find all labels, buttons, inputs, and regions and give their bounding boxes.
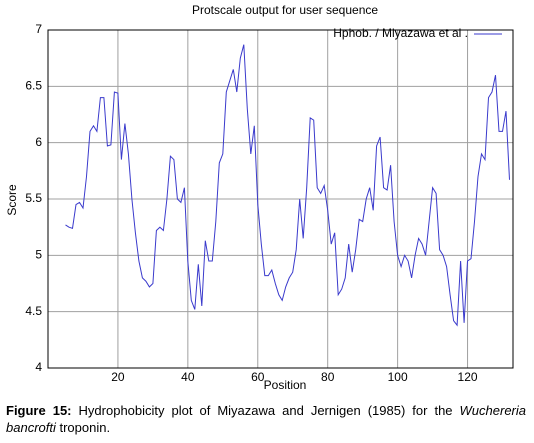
caption-end: troponin.: [55, 420, 111, 435]
x-tick-label: 20: [111, 370, 125, 384]
y-tick-label: 5: [35, 248, 42, 262]
y-axis-label: Score: [5, 184, 19, 216]
caption-label: Figure 15:: [6, 403, 72, 418]
caption-species: Wuchereria bancrofti: [6, 403, 526, 435]
chart-title: Protscale output for user sequence: [192, 3, 378, 17]
data-line: [65, 44, 510, 327]
x-tick-label: 60: [251, 370, 265, 384]
y-tick-label: 4: [35, 360, 42, 374]
caption-text: Hydrophobicity plot of Miyazawa and Jern…: [71, 403, 460, 418]
x-axis-label: Position: [264, 378, 307, 392]
plot-frame: [47, 29, 514, 369]
x-tick-label: 100: [388, 370, 408, 384]
caption: Figure 15: Hydrophobicity plot of Miyaza…: [6, 402, 526, 436]
y-tick-label: 5.5: [25, 191, 42, 205]
y-tick-label: 7: [35, 22, 42, 36]
y-tick-label: 4.5: [25, 304, 42, 318]
chart: Protscale output for user sequence Posit…: [5, 3, 514, 392]
x-tick-label: 80: [321, 370, 335, 384]
legend-label: Hphob. / Miyazawa et al .: [333, 26, 468, 40]
x-tick-label: 40: [181, 370, 195, 384]
x-tick-label: 120: [458, 370, 478, 384]
y-tick-label: 6.5: [25, 79, 42, 93]
y-tick-label: 6: [35, 135, 42, 149]
